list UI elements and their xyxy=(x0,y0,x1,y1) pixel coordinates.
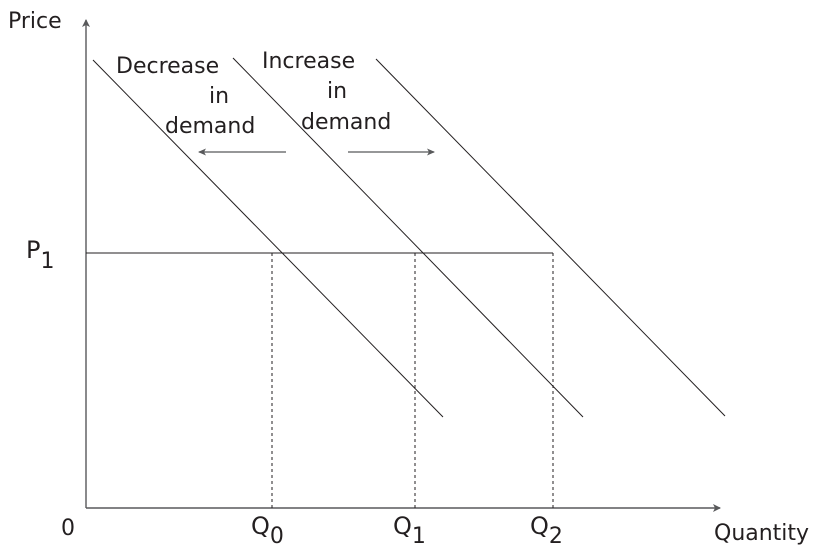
q1-sub: 1 xyxy=(412,524,426,547)
increase-line3: demand xyxy=(301,110,391,135)
increase-line2: in xyxy=(327,79,347,104)
decrease-line2: in xyxy=(209,84,229,109)
decrease-line1: Decrease xyxy=(116,54,219,79)
q2-label: Q2 xyxy=(530,512,563,547)
q1-label: Q1 xyxy=(393,512,426,547)
decrease-line3: demand xyxy=(165,114,255,139)
demand-curve-increased xyxy=(375,58,726,417)
q0-base: Q xyxy=(251,512,270,540)
price-level-base: P xyxy=(26,236,40,264)
q1-base: Q xyxy=(393,512,412,540)
q2-base: Q xyxy=(530,512,549,540)
x-axis-label: Quantity xyxy=(714,521,809,546)
demand-curve-original xyxy=(232,57,584,418)
demand-curve-decreased xyxy=(92,59,444,418)
increase-line1: Increase xyxy=(262,49,355,74)
price-level-sub: 1 xyxy=(40,249,54,274)
increase-label: Increase in demand xyxy=(262,49,391,135)
q0-sub: 0 xyxy=(270,524,284,547)
price-level-label: P1 xyxy=(26,236,54,274)
decrease-label: Decrease in demand xyxy=(116,54,255,139)
q0-label: Q0 xyxy=(251,512,284,547)
y-axis-label: Price xyxy=(8,9,62,34)
q2-sub: 2 xyxy=(549,524,563,547)
origin-label: 0 xyxy=(61,516,75,541)
